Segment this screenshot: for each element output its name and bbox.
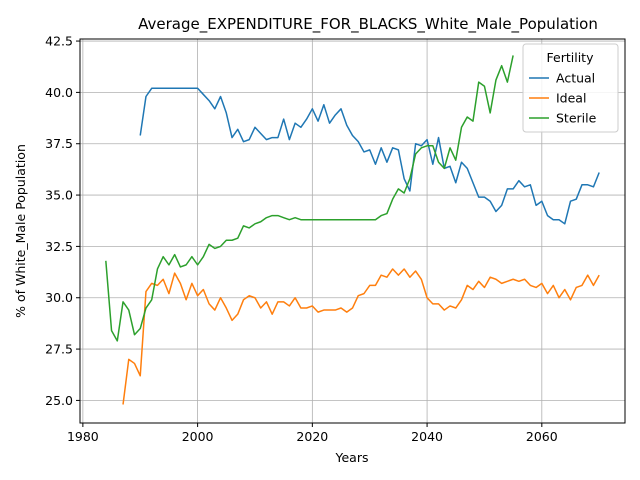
legend: Fertility Actual Ideal Sterile: [522, 43, 619, 133]
legend-label-sterile: Sterile: [556, 111, 597, 126]
legend-box: [522, 43, 619, 133]
y-tick-label: 35.0: [45, 188, 73, 203]
y-tick-label: 40.0: [45, 85, 73, 100]
plot-area: [79, 38, 626, 424]
series-line-ideal: [122, 268, 600, 405]
x-tick-label: 1980: [67, 429, 99, 444]
y-tick-label: 30.0: [45, 290, 73, 305]
x-tick-label: 2000: [182, 429, 214, 444]
y-tick-label: 25.0: [45, 393, 73, 408]
legend-title: Fertility: [547, 50, 595, 65]
y-axis-title: % of White_Male Population: [13, 144, 28, 318]
x-axis: 1980 2000 2020 2040 2060: [67, 423, 558, 444]
y-tick-label: 32.5: [45, 239, 73, 254]
chart-title: Average_EXPENDITURE_FOR_BLACKS_White_Mal…: [138, 15, 598, 34]
series-lines: [105, 55, 600, 405]
legend-label-actual: Actual: [556, 71, 595, 86]
y-axis: 25.0 27.5 30.0 32.5 35.0 37.5 40.0 42.5: [45, 34, 80, 408]
x-tick-label: 2040: [411, 429, 443, 444]
grid: [80, 39, 625, 423]
legend-label-ideal: Ideal: [556, 91, 586, 106]
y-tick-label: 42.5: [45, 34, 73, 49]
series-line-actual: [139, 87, 600, 225]
y-tick-label: 27.5: [45, 342, 73, 357]
series-line-sterile: [105, 55, 514, 342]
x-axis-title: Years: [335, 450, 369, 465]
y-tick-label: 37.5: [45, 136, 73, 151]
x-tick-label: 2020: [296, 429, 328, 444]
x-tick-label: 2060: [526, 429, 558, 444]
